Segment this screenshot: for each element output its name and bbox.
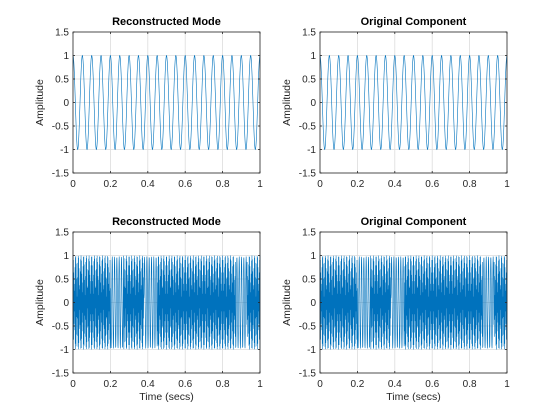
x-tick-label: 0.2 (103, 379, 117, 390)
y-tick-label: 0.5 (55, 275, 69, 286)
subplot-bottom-right: Original Component Amplitude Time (secs)… (281, 216, 510, 403)
y-tick-label: 0.5 (302, 275, 316, 286)
x-tick-labels: 0 0.2 0.4 0.6 0.8 1 (317, 179, 510, 190)
x-tick-label: 1 (504, 379, 510, 390)
series-line (319, 54, 508, 151)
tick-marks (319, 31, 508, 174)
chart-title: Reconstructed Mode (112, 16, 221, 28)
subplot-top-left: Reconstructed Mode Amplitude 0 0.2 0.4 0… (34, 16, 263, 190)
subplot-bottom-left: Reconstructed Mode Amplitude Time (secs)… (34, 216, 263, 403)
x-tick-label: 0 (70, 179, 76, 190)
chart-title: Original Component (361, 16, 467, 28)
y-tick-label: 0 (310, 298, 316, 309)
y-tick-labels: -1.5 -1 -0.5 0 0.5 1 1.5 (299, 28, 317, 180)
y-axis-label: Amplitude (34, 279, 46, 326)
y-tick-label: 0 (310, 98, 316, 109)
y-tick-label: 1.5 (55, 228, 69, 239)
tick-marks (72, 231, 261, 374)
y-tick-labels: -1.5 -1 -0.5 0 0.5 1 1.5 (52, 28, 70, 180)
y-tick-label: 0.5 (55, 75, 69, 86)
y-tick-label: 1.5 (302, 28, 316, 39)
x-tick-label: 0 (70, 379, 76, 390)
y-tick-label: 0 (63, 98, 69, 109)
y-tick-label: -1 (307, 345, 316, 356)
y-tick-label: -1 (307, 145, 316, 156)
x-tick-label: 0.4 (388, 379, 402, 390)
x-tick-label: 1 (504, 179, 510, 190)
x-axis-label: Time (secs) (386, 391, 440, 403)
y-tick-label: -0.5 (299, 322, 317, 333)
y-axis-label: Amplitude (34, 79, 46, 126)
series-line (72, 54, 261, 151)
chart-title: Original Component (361, 216, 467, 228)
y-tick-label: 1 (310, 251, 316, 262)
y-axis-label: Amplitude (281, 79, 293, 126)
y-tick-label: 1 (63, 51, 69, 62)
x-tick-labels: 0 0.2 0.4 0.6 0.8 1 (317, 379, 510, 390)
tick-marks (319, 231, 508, 374)
y-tick-label: -1.5 (52, 369, 70, 380)
y-tick-label: 1 (63, 251, 69, 262)
y-tick-label: 1 (310, 51, 316, 62)
x-tick-label: 0.8 (216, 179, 230, 190)
series-line (319, 255, 508, 350)
y-tick-label: 0.5 (302, 75, 316, 86)
y-tick-label: -1.5 (299, 169, 317, 180)
x-tick-label: 0.4 (141, 379, 155, 390)
subplot-top-right: Original Component Amplitude 0 0.2 0.4 0… (281, 16, 510, 190)
x-tick-label: 0.2 (350, 179, 364, 190)
y-tick-labels: -1.5 -1 -0.5 0 0.5 1 1.5 (52, 228, 70, 380)
x-tick-label: 0.8 (463, 379, 477, 390)
series-line (72, 255, 261, 350)
x-tick-label: 0.2 (103, 179, 117, 190)
x-tick-label: 0.8 (216, 379, 230, 390)
x-tick-label: 0.4 (388, 179, 402, 190)
x-tick-label: 0.6 (178, 379, 192, 390)
x-tick-label: 0.6 (425, 379, 439, 390)
x-tick-label: 0.8 (463, 179, 477, 190)
y-tick-label: -1.5 (52, 169, 70, 180)
x-axis-label: Time (secs) (139, 391, 193, 403)
y-tick-label: -0.5 (52, 322, 70, 333)
x-tick-labels: 0 0.2 0.4 0.6 0.8 1 (70, 379, 263, 390)
y-tick-label: -0.5 (299, 122, 317, 133)
y-tick-label: 1.5 (302, 228, 316, 239)
y-axis-label: Amplitude (281, 279, 293, 326)
x-tick-label: 0 (317, 179, 323, 190)
y-tick-labels: -1.5 -1 -0.5 0 0.5 1 1.5 (299, 228, 317, 380)
y-tick-label: 0 (63, 298, 69, 309)
y-tick-label: 1.5 (55, 28, 69, 39)
y-tick-label: -0.5 (52, 122, 70, 133)
chart-title: Reconstructed Mode (112, 216, 221, 228)
x-tick-label: 1 (257, 379, 263, 390)
x-tick-label: 0.4 (141, 179, 155, 190)
x-tick-label: 0.6 (425, 179, 439, 190)
x-tick-label: 0.2 (350, 379, 364, 390)
x-tick-labels: 0 0.2 0.4 0.6 0.8 1 (70, 179, 263, 190)
y-tick-label: -1.5 (299, 369, 317, 380)
y-tick-label: -1 (60, 345, 69, 356)
x-tick-label: 0 (317, 379, 323, 390)
tick-marks (72, 31, 261, 174)
x-tick-label: 1 (257, 179, 263, 190)
x-tick-label: 0.6 (178, 179, 192, 190)
y-tick-label: -1 (60, 145, 69, 156)
